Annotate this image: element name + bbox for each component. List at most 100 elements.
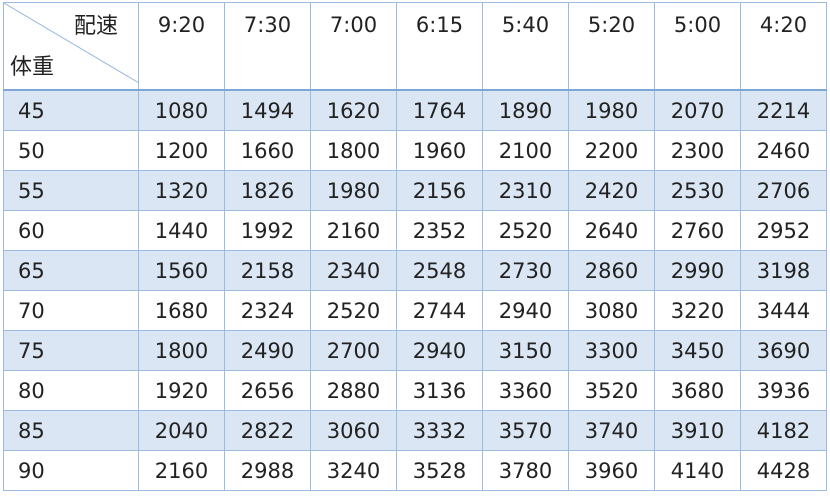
calorie-cell: 3360 [482,370,569,411]
pace-axis-label: 配速 [73,14,118,39]
pace-header: 5:20 [568,2,655,91]
pace-header: 6:15 [396,2,483,91]
calorie-cell: 1980 [310,170,397,211]
calorie-cell: 1680 [138,290,225,331]
calorie-cell: 3936 [740,370,827,411]
calorie-cell: 2200 [568,130,655,171]
calorie-cell: 2160 [310,210,397,251]
calorie-cell: 3960 [568,450,655,491]
calorie-cell: 3240 [310,450,397,491]
calorie-cell: 1440 [138,210,225,251]
weight-cell: 85 [3,410,139,451]
table-row: 90 2160 2988 3240 3528 3780 3960 4140 4428 [3,450,827,491]
calorie-cell: 3444 [740,290,827,331]
calorie-cell: 4140 [654,450,741,491]
table-row: 60 1440 1992 2160 2352 2520 2640 2760 2952 [3,210,827,251]
calorie-cell: 2730 [482,250,569,291]
weight-cell: 75 [3,330,139,371]
calorie-cell: 3450 [654,330,741,371]
calorie-cell: 2988 [224,450,311,491]
calorie-cell: 1080 [138,89,225,131]
calorie-cell: 3910 [654,410,741,451]
table-row: 45 1080 1494 1620 1764 1890 1980 2070 2214 [3,89,827,131]
calorie-cell: 2530 [654,170,741,211]
calorie-cell: 1560 [138,250,225,291]
calorie-cell: 3198 [740,250,827,291]
calorie-cell: 1826 [224,170,311,211]
calorie-cell: 2548 [396,250,483,291]
calorie-cell: 2706 [740,170,827,211]
calorie-cell: 2520 [310,290,397,331]
header-row: 配速 体重 9:20 7:30 7:00 6:15 5:40 5:20 5:00… [3,2,827,91]
weight-cell: 60 [3,210,139,251]
table-row: 65 1560 2158 2340 2548 2730 2860 2990 3198 [3,250,827,291]
calorie-cell: 3060 [310,410,397,451]
calorie-cell: 4428 [740,450,827,491]
calorie-cell: 2990 [654,250,741,291]
calorie-cell: 3740 [568,410,655,451]
calorie-cell: 3080 [568,290,655,331]
calorie-cell: 1764 [396,89,483,131]
calorie-cell: 1800 [310,130,397,171]
table-body: 45 1080 1494 1620 1764 1890 1980 2070 2214 50 1200… [3,89,827,491]
calorie-cell: 1890 [482,89,569,131]
calorie-cell: 2640 [568,210,655,251]
calorie-cell: 1620 [310,89,397,131]
calorie-cell: 2520 [482,210,569,251]
pace-header: 5:40 [482,2,569,91]
calorie-cell: 1800 [138,330,225,371]
calorie-cell: 3690 [740,330,827,371]
calorie-cell: 3780 [482,450,569,491]
calorie-cell: 3300 [568,330,655,371]
calorie-cell: 2656 [224,370,311,411]
calorie-cell: 2822 [224,410,311,451]
calorie-cell: 3680 [654,370,741,411]
calorie-cell: 3528 [396,450,483,491]
calorie-cell: 1920 [138,370,225,411]
calorie-cell: 2940 [396,330,483,371]
calorie-cell: 2340 [310,250,397,291]
pace-header: 7:30 [224,2,311,91]
calorie-cell: 2310 [482,170,569,211]
calorie-cell: 2158 [224,250,311,291]
table-row: 85 2040 2822 3060 3332 3570 3740 3910 4182 [3,410,827,451]
weight-cell: 50 [3,130,139,171]
calorie-cell: 3570 [482,410,569,451]
calorie-cell: 2214 [740,89,827,131]
calorie-cell: 2880 [310,370,397,411]
pace-header: 4:20 [740,2,827,91]
calorie-cell: 2100 [482,130,569,171]
weight-cell: 80 [3,370,139,411]
calorie-cell: 2744 [396,290,483,331]
calorie-cell: 3220 [654,290,741,331]
calorie-table: 配速 体重 9:20 7:30 7:00 6:15 5:40 5:20 5:00… [3,2,827,491]
weight-axis-label: 体重 [10,55,55,80]
calorie-cell: 1320 [138,170,225,211]
weight-cell: 90 [3,450,139,491]
calorie-cell: 2940 [482,290,569,331]
calorie-cell: 3332 [396,410,483,451]
calorie-cell: 2700 [310,330,397,371]
calorie-cell: 2760 [654,210,741,251]
calorie-cell: 3520 [568,370,655,411]
weight-cell: 65 [3,250,139,291]
pace-header: 7:00 [310,2,397,91]
calorie-cell: 1200 [138,130,225,171]
calorie-cell: 2160 [138,450,225,491]
weight-cell: 45 [3,89,139,131]
corner-cell: 配速 体重 [3,2,139,91]
calorie-cell: 1980 [568,89,655,131]
diagonal-divider [4,3,139,84]
calorie-cell: 2040 [138,410,225,451]
calorie-cell: 2460 [740,130,827,171]
calorie-cell: 1660 [224,130,311,171]
calorie-cell: 4182 [740,410,827,451]
table-row: 55 1320 1826 1980 2156 2310 2420 2530 2706 [3,170,827,211]
calorie-cell: 3136 [396,370,483,411]
calorie-cell: 2300 [654,130,741,171]
calorie-cell: 2324 [224,290,311,331]
table-row: 75 1800 2490 2700 2940 3150 3300 3450 3690 [3,330,827,371]
pace-header: 9:20 [138,2,225,91]
table-row: 50 1200 1660 1800 1960 2100 2200 2300 2460 [3,130,827,171]
calorie-cell: 2490 [224,330,311,371]
